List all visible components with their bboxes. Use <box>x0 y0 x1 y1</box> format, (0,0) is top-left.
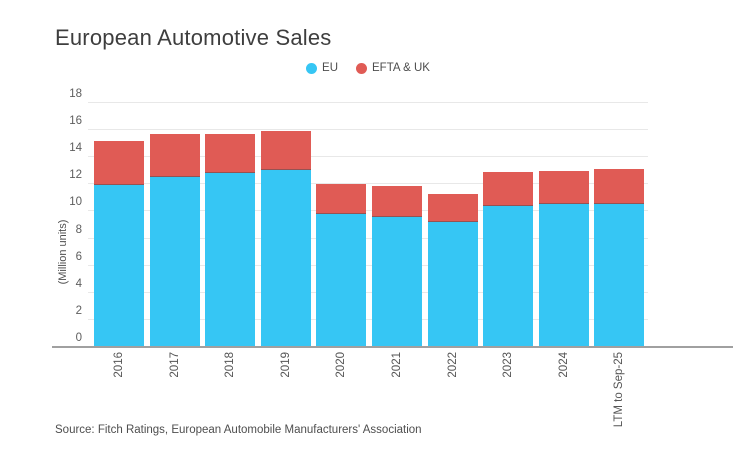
gridline <box>88 237 648 239</box>
source-note: Source: Fitch Ratings, European Automobi… <box>55 424 422 436</box>
legend-label: EFTA & UK <box>372 62 430 74</box>
bar-segment-eu <box>149 177 200 347</box>
gridline <box>88 156 648 158</box>
x-tick-label: 2019 <box>279 352 292 378</box>
gridline <box>88 210 648 212</box>
bar-2021 <box>372 185 422 347</box>
y-tick-label: 4 <box>75 277 82 290</box>
x-tick-label: 2016 <box>113 352 125 378</box>
bar-segment-efta-uk <box>594 169 645 205</box>
bar-segment-efta-uk <box>538 170 589 205</box>
y-tick-label: 0 <box>75 332 82 344</box>
x-tick-label: 2020 <box>335 352 348 378</box>
legend-dot-icon <box>356 62 368 74</box>
y-axis-title-label: (Million units) <box>57 219 69 285</box>
bar-segment-eu <box>483 205 534 347</box>
bar-2020 <box>316 184 367 347</box>
x-tick-label: 2021 <box>391 352 403 378</box>
y-tick-label: 10 <box>69 196 82 209</box>
legend-dot-icon <box>306 62 318 74</box>
gridline <box>88 183 648 185</box>
x-axis-line <box>52 346 733 348</box>
bar-2023 <box>483 172 534 347</box>
y-tick-label: 16 <box>69 115 82 128</box>
bar-segment-eu <box>427 221 478 347</box>
gridline <box>88 264 648 266</box>
bar-segment-efta-uk <box>149 134 200 178</box>
legend-item-eu: EU <box>306 62 338 74</box>
bar-2019 <box>260 131 311 347</box>
bar-segment-eu <box>538 204 589 347</box>
legend-label: EU <box>322 62 339 74</box>
bar-2024 <box>538 170 589 347</box>
y-tick-label: 14 <box>69 142 82 155</box>
y-tick-label: 8 <box>75 223 82 236</box>
gridline <box>88 291 648 293</box>
bar-segment-efta-uk <box>372 185 422 217</box>
bar-segment-efta-uk <box>427 193 478 222</box>
legend-item-efta-uk: EFTA & UK <box>356 62 430 74</box>
bar-segment-eu <box>94 185 144 347</box>
y-tick-label: 6 <box>75 250 82 263</box>
y-tick-label: 2 <box>75 304 82 317</box>
gridline <box>88 102 648 103</box>
bar-segment-efta-uk <box>94 140 144 186</box>
bar-segment-efta-uk <box>260 131 311 171</box>
bar-2022 <box>427 193 478 347</box>
gridline <box>88 129 648 131</box>
bar-segment-eu <box>594 204 645 347</box>
y-tick-label: 12 <box>69 169 82 182</box>
bar-2016 <box>94 140 144 347</box>
x-tick-label: 2022 <box>446 352 459 378</box>
bar-segment-eu <box>372 216 422 347</box>
bar-segment-efta-uk <box>316 184 367 214</box>
bar-segment-eu <box>260 170 311 347</box>
bar-segment-efta-uk <box>205 134 256 174</box>
gridline <box>88 318 648 320</box>
y-tick-label: 18 <box>69 88 82 100</box>
bar-segment-eu <box>316 213 367 347</box>
x-tick-label: 2018 <box>224 352 237 378</box>
x-tick-label: 2024 <box>557 352 570 378</box>
bar-segment-efta-uk <box>483 172 534 206</box>
bar-ltm-to-sep-25 <box>594 169 645 347</box>
chart-title: European Automotive Sales <box>55 25 332 50</box>
x-tick-label: 2017 <box>168 352 181 378</box>
x-tick-label: 2023 <box>502 352 515 378</box>
bar-2018 <box>205 134 256 347</box>
legend: EU EFTA & UK <box>88 62 648 74</box>
bar-segment-eu <box>205 173 256 347</box>
bar-2017 <box>149 134 200 347</box>
x-tick-label: LTM to Sep-25 <box>613 352 626 428</box>
